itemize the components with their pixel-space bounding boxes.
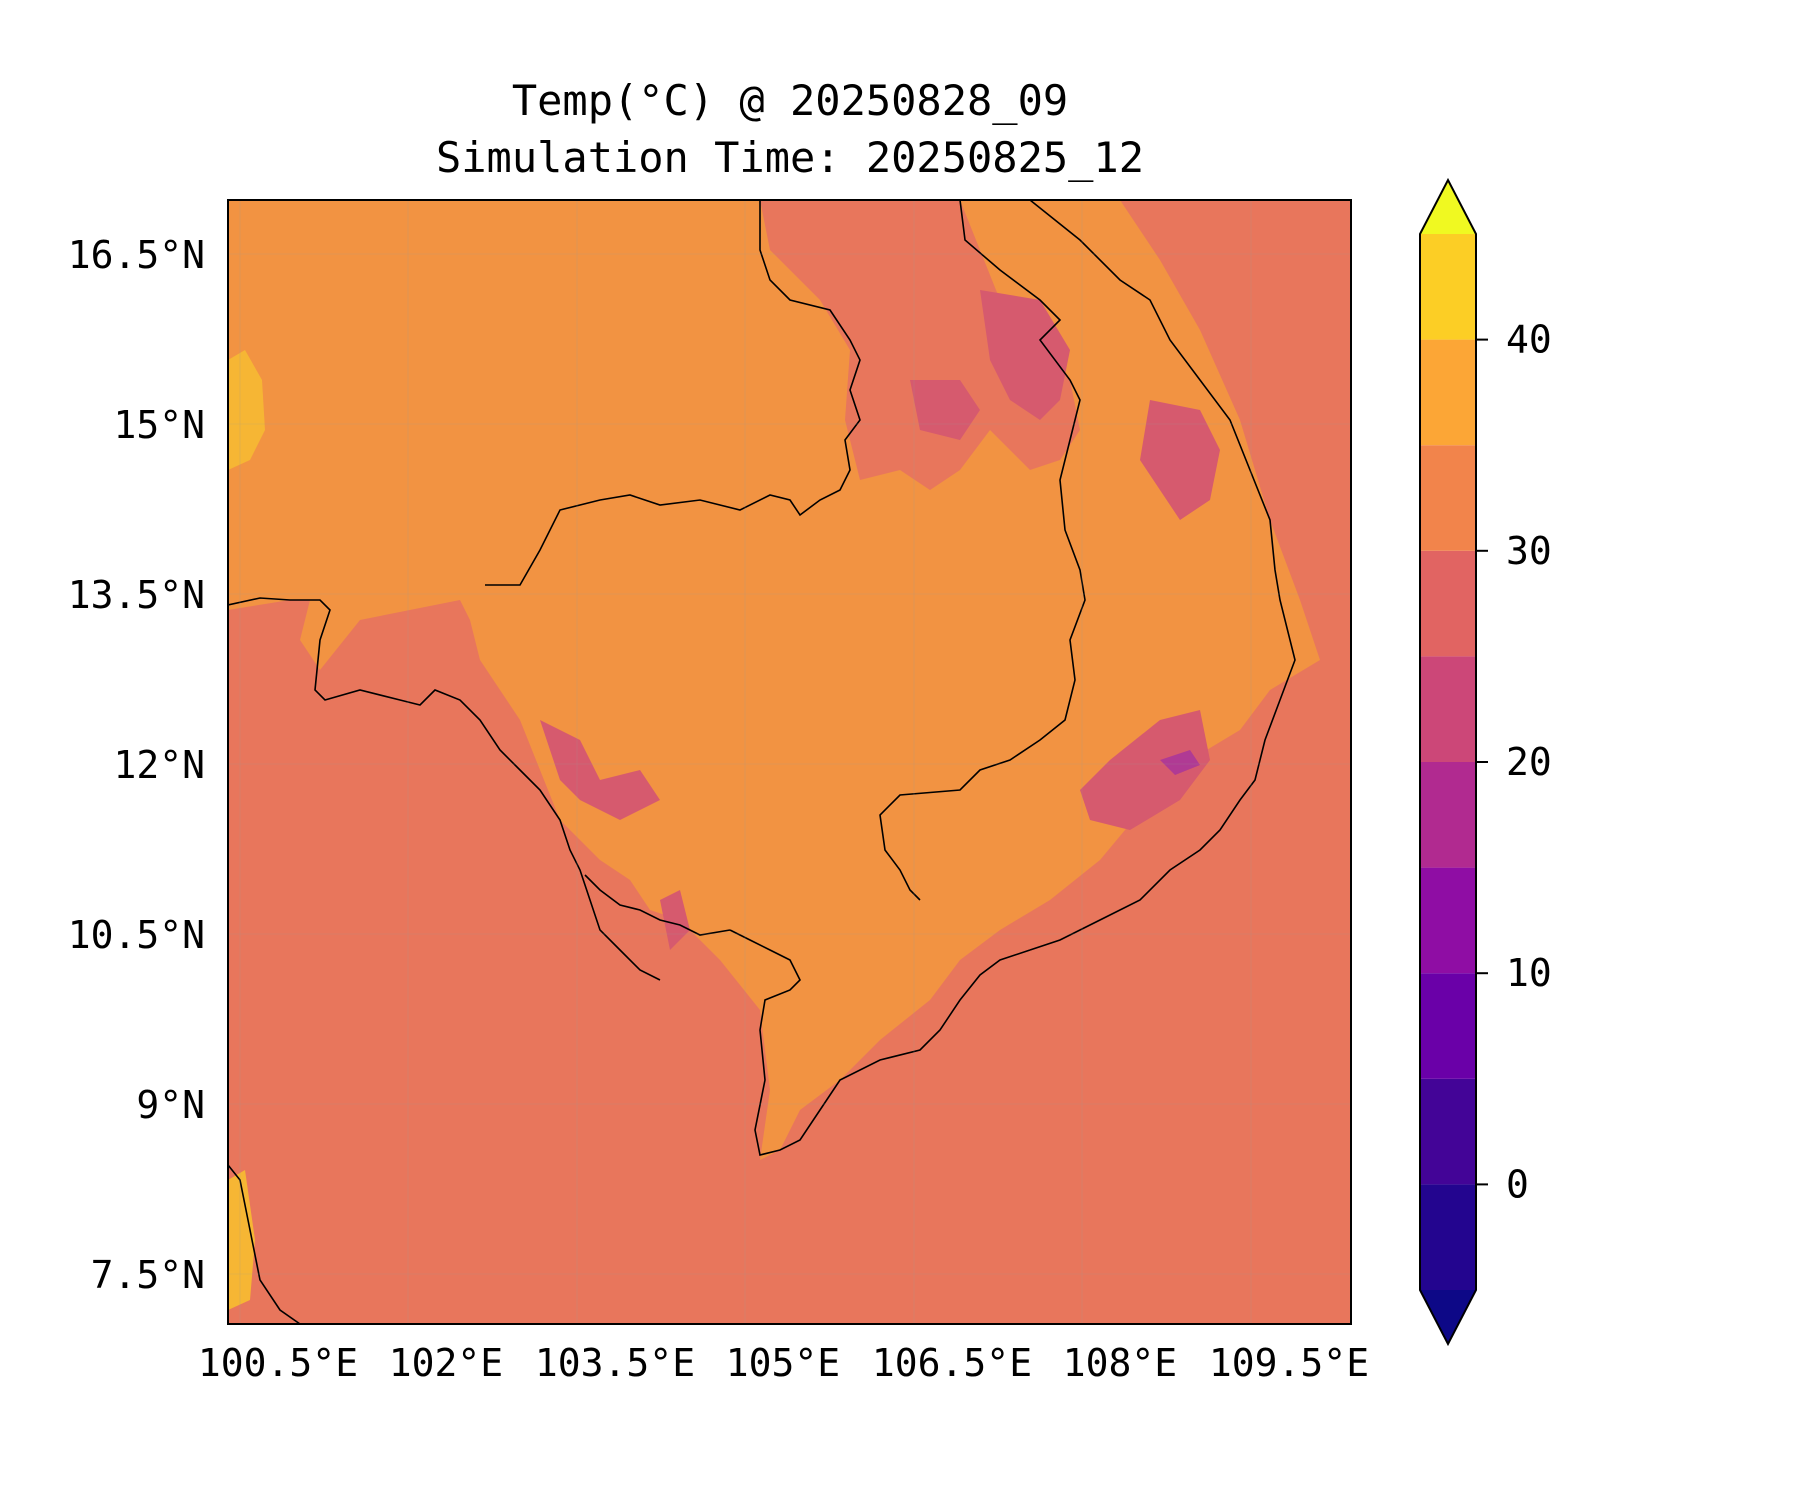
- lat-tick-label: 13.5°N: [68, 573, 205, 617]
- lon-tick-label: 109.5°E: [1209, 1341, 1369, 1385]
- cool-zone-central-highlands: [1140, 400, 1220, 520]
- chart-title-line1: Temp(°C) @ 20250828_09: [512, 76, 1068, 125]
- colorbar-segment: [1420, 1078, 1476, 1185]
- colorbar-segment: [1420, 1184, 1476, 1290]
- thailand-cambodia-border: [228, 597, 661, 981]
- lon-tick-label: 106.5°E: [872, 1341, 1032, 1385]
- laos-vietnam-border: [879, 200, 1086, 901]
- cool-zone-laos-south: [980, 290, 1070, 420]
- lon-tick-label: 100.5°E: [198, 1341, 358, 1385]
- vietnam-coast: [1029, 200, 1296, 951]
- colorbar-over-extension: [1420, 180, 1476, 234]
- coolest-spot: [1160, 750, 1200, 775]
- map-panel: 100.5°E 102°E 103.5°E 105°E 106.5°E 108°…: [68, 199, 1369, 1385]
- colorbar-segment: [1420, 445, 1476, 551]
- colorbar-segment: [1420, 867, 1476, 974]
- cool-zone-cardamom: [540, 720, 660, 820]
- cool-zone-bolaven: [910, 380, 980, 440]
- lat-tick-labels: 16.5°N 15°N 13.5°N 12°N 10.5°N 9°N 7.5°N: [68, 233, 205, 1297]
- hot-spot-north: [228, 350, 265, 470]
- colorbar-tick-label: 0: [1506, 1162, 1529, 1206]
- lon-tick-label: 105°E: [726, 1341, 840, 1385]
- colorbar-segment: [1420, 550, 1476, 657]
- gridlines: [228, 200, 1351, 1324]
- lon-tick-label: 103.5°E: [535, 1341, 695, 1385]
- warm-land-region: [228, 200, 1320, 1160]
- lat-tick-label: 7.5°N: [91, 1253, 205, 1297]
- lat-tick-label: 9°N: [136, 1083, 205, 1127]
- colorbar-segment: [1420, 762, 1476, 868]
- colorbar-tick-label: 30: [1506, 529, 1552, 573]
- colorbar-segment: [1420, 339, 1476, 446]
- mekong-delta-coast: [729, 929, 1031, 1156]
- chart-title-line2: Simulation Time: 20250825_12: [436, 133, 1144, 182]
- colorbar-outline: [1419, 177, 1477, 1347]
- colorbar-segment: [1420, 234, 1476, 340]
- lon-tick-labels: 100.5°E 102°E 103.5°E 105°E 106.5°E 108°…: [198, 1341, 1369, 1385]
- lon-tick-label: 108°E: [1063, 1341, 1177, 1385]
- colorbar-under-extension: [1420, 1290, 1476, 1344]
- colorbar-tick-label: 40: [1506, 318, 1552, 362]
- colorbar-tick-label: 20: [1506, 740, 1552, 784]
- hot-spot-south: [228, 1170, 255, 1310]
- lon-tick-label: 102°E: [389, 1341, 503, 1385]
- malay-coast: [228, 1164, 301, 1324]
- map-frame: [227, 199, 1352, 1325]
- colorbar-tick-label: 10: [1506, 951, 1552, 995]
- cool-zone-cambodia-west: [660, 890, 690, 950]
- lat-tick-label: 15°N: [113, 403, 205, 447]
- cambodia-north-border: [485, 200, 861, 586]
- colorbar-segment: [1420, 973, 1476, 1079]
- coastlines-and-borders: [228, 200, 1296, 1324]
- cambodia-coast: [584, 874, 731, 936]
- cool-zone-dalat: [1080, 710, 1210, 830]
- lat-tick-label: 12°N: [113, 743, 205, 787]
- colorbar-segment: [1420, 656, 1476, 762]
- colorbar: 0 10 20 30 40: [1419, 177, 1552, 1347]
- lat-tick-label: 10.5°N: [68, 913, 205, 957]
- lat-tick-label: 16.5°N: [68, 233, 205, 277]
